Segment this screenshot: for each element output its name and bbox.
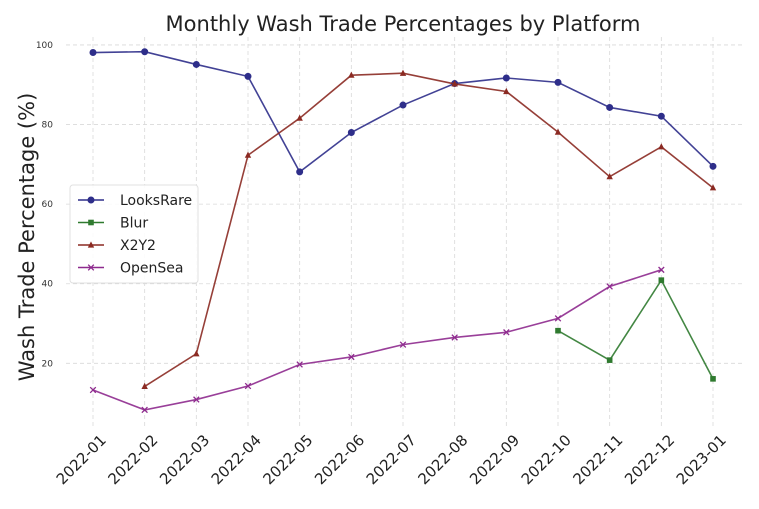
data-point-opensea <box>606 283 613 290</box>
series-line-x2y2 <box>144 72 714 388</box>
legend-item-opensea: OpenSea <box>78 261 183 277</box>
chart-title: Monthly Wash Trade Percentages by Platfo… <box>166 12 641 36</box>
data-point-looksrare <box>296 168 304 176</box>
data-point-opensea <box>296 361 303 368</box>
x-tick-label: 2022-08 <box>414 431 471 488</box>
data-point-looksrare <box>502 74 510 82</box>
data-point-x2y2 <box>451 80 458 87</box>
data-point-looksrare <box>347 129 355 137</box>
x-tick-label: 2022-11 <box>569 431 626 488</box>
data-point-x2y2 <box>658 143 665 150</box>
data-point-x2y2 <box>348 71 355 78</box>
legend-box <box>69 184 199 284</box>
x-tick-label: 2022-05 <box>259 431 316 488</box>
data-point-blur <box>555 327 561 334</box>
legend-marker <box>87 241 95 248</box>
x-tick-label: 2022-07 <box>363 431 420 488</box>
data-point-looksrare <box>554 78 562 86</box>
data-point-looksrare <box>244 72 252 80</box>
series-layer <box>89 48 717 414</box>
data-point-opensea <box>89 386 97 394</box>
legend-marker <box>87 264 95 271</box>
data-point-looksrare <box>709 162 717 170</box>
series-looksrare <box>89 48 717 176</box>
data-point-looksrare <box>657 112 665 120</box>
data-point-x2y2 <box>709 184 717 191</box>
x-tick-label: 2022-02 <box>104 431 161 488</box>
data-point-opensea <box>141 406 148 414</box>
data-point-opensea <box>244 382 252 390</box>
data-point-x2y2 <box>399 69 407 76</box>
data-point-looksrare <box>89 49 97 57</box>
x-tick-label: 2023-01 <box>673 431 730 488</box>
data-point-x2y2 <box>244 151 252 158</box>
y-tick-label: 40 <box>42 280 54 290</box>
legend-label: OpenSea <box>120 261 183 277</box>
series-blur <box>555 277 716 382</box>
legend-item-blur: Blur <box>78 216 148 232</box>
legend-marker <box>87 196 95 204</box>
series-opensea <box>89 266 665 414</box>
data-point-x2y2 <box>503 87 510 95</box>
series-line-blur <box>557 278 714 380</box>
data-point-blur <box>710 376 716 382</box>
data-point-opensea <box>348 353 355 361</box>
grid-layer <box>66 37 742 427</box>
x-tick-label: 2022-04 <box>208 431 265 488</box>
x-tick-label: 2022-06 <box>311 431 368 488</box>
data-point-blur <box>658 277 665 283</box>
x-tick-label: 2022-03 <box>156 431 213 488</box>
data-point-opensea <box>193 396 200 403</box>
x-tick-label: 2022-12 <box>621 431 678 488</box>
data-point-x2y2 <box>141 382 148 390</box>
y-tick-label: 80 <box>42 121 54 131</box>
legend-item-looksrare: LooksRare <box>78 193 192 209</box>
data-point-opensea <box>399 341 407 348</box>
data-point-x2y2 <box>554 128 562 135</box>
data-point-looksrare <box>141 48 149 56</box>
legend-label: Blur <box>120 216 148 232</box>
x-tick-label: 2022-09 <box>466 431 523 488</box>
data-point-looksrare <box>606 103 614 111</box>
data-point-x2y2 <box>296 114 303 121</box>
data-point-opensea <box>554 315 562 322</box>
y-tick-label: 20 <box>42 359 54 369</box>
data-point-opensea <box>503 329 510 336</box>
data-point-opensea <box>658 266 665 274</box>
data-point-x2y2 <box>606 173 613 180</box>
data-point-blur <box>606 357 613 363</box>
data-point-looksrare <box>399 101 407 109</box>
series-x2y2 <box>141 69 717 390</box>
data-point-opensea <box>451 334 458 341</box>
y-tick-label: 60 <box>42 200 54 210</box>
legend-label: LooksRare <box>120 193 192 209</box>
y-axis-label: Wash Trade Percentage (%) <box>15 93 39 382</box>
series-line-opensea <box>92 269 662 411</box>
y-tick-label: 100 <box>36 41 53 51</box>
legend-item-x2y2: X2Y2 <box>78 238 156 254</box>
legend-label: X2Y2 <box>120 238 156 254</box>
x-tick-label: 2022-10 <box>518 431 575 488</box>
legend-marker <box>88 219 94 226</box>
data-point-x2y2 <box>193 350 200 357</box>
legend: LooksRare Blur X2Y2 OpenSea <box>69 184 199 284</box>
x-tick-label: 2022-01 <box>53 431 110 488</box>
data-point-looksrare <box>192 60 200 68</box>
